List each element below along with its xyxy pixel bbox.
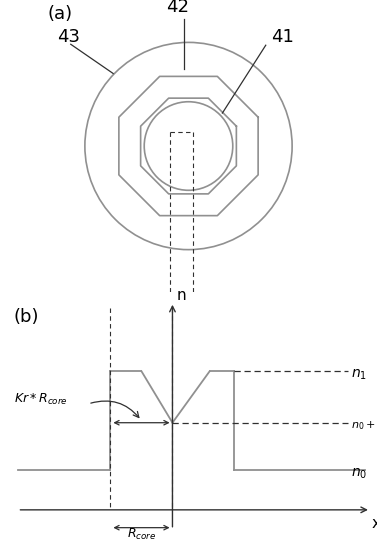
Text: $n_1$: $n_1$ <box>351 368 367 382</box>
Text: (b): (b) <box>14 307 39 326</box>
Text: 43: 43 <box>57 29 80 46</box>
Text: 41: 41 <box>271 29 294 46</box>
Text: 42: 42 <box>166 0 189 16</box>
Text: $n_0+k_n*(n_1-n_0)$: $n_0+k_n*(n_1-n_0)$ <box>351 418 377 431</box>
Text: (a): (a) <box>47 5 72 23</box>
Text: x: x <box>372 516 377 531</box>
Text: $R_{core}$: $R_{core}$ <box>127 527 156 542</box>
Text: n: n <box>176 288 186 303</box>
Text: $n_0$: $n_0$ <box>351 467 367 482</box>
Text: $Kr*R_{core}$: $Kr*R_{core}$ <box>14 391 68 407</box>
